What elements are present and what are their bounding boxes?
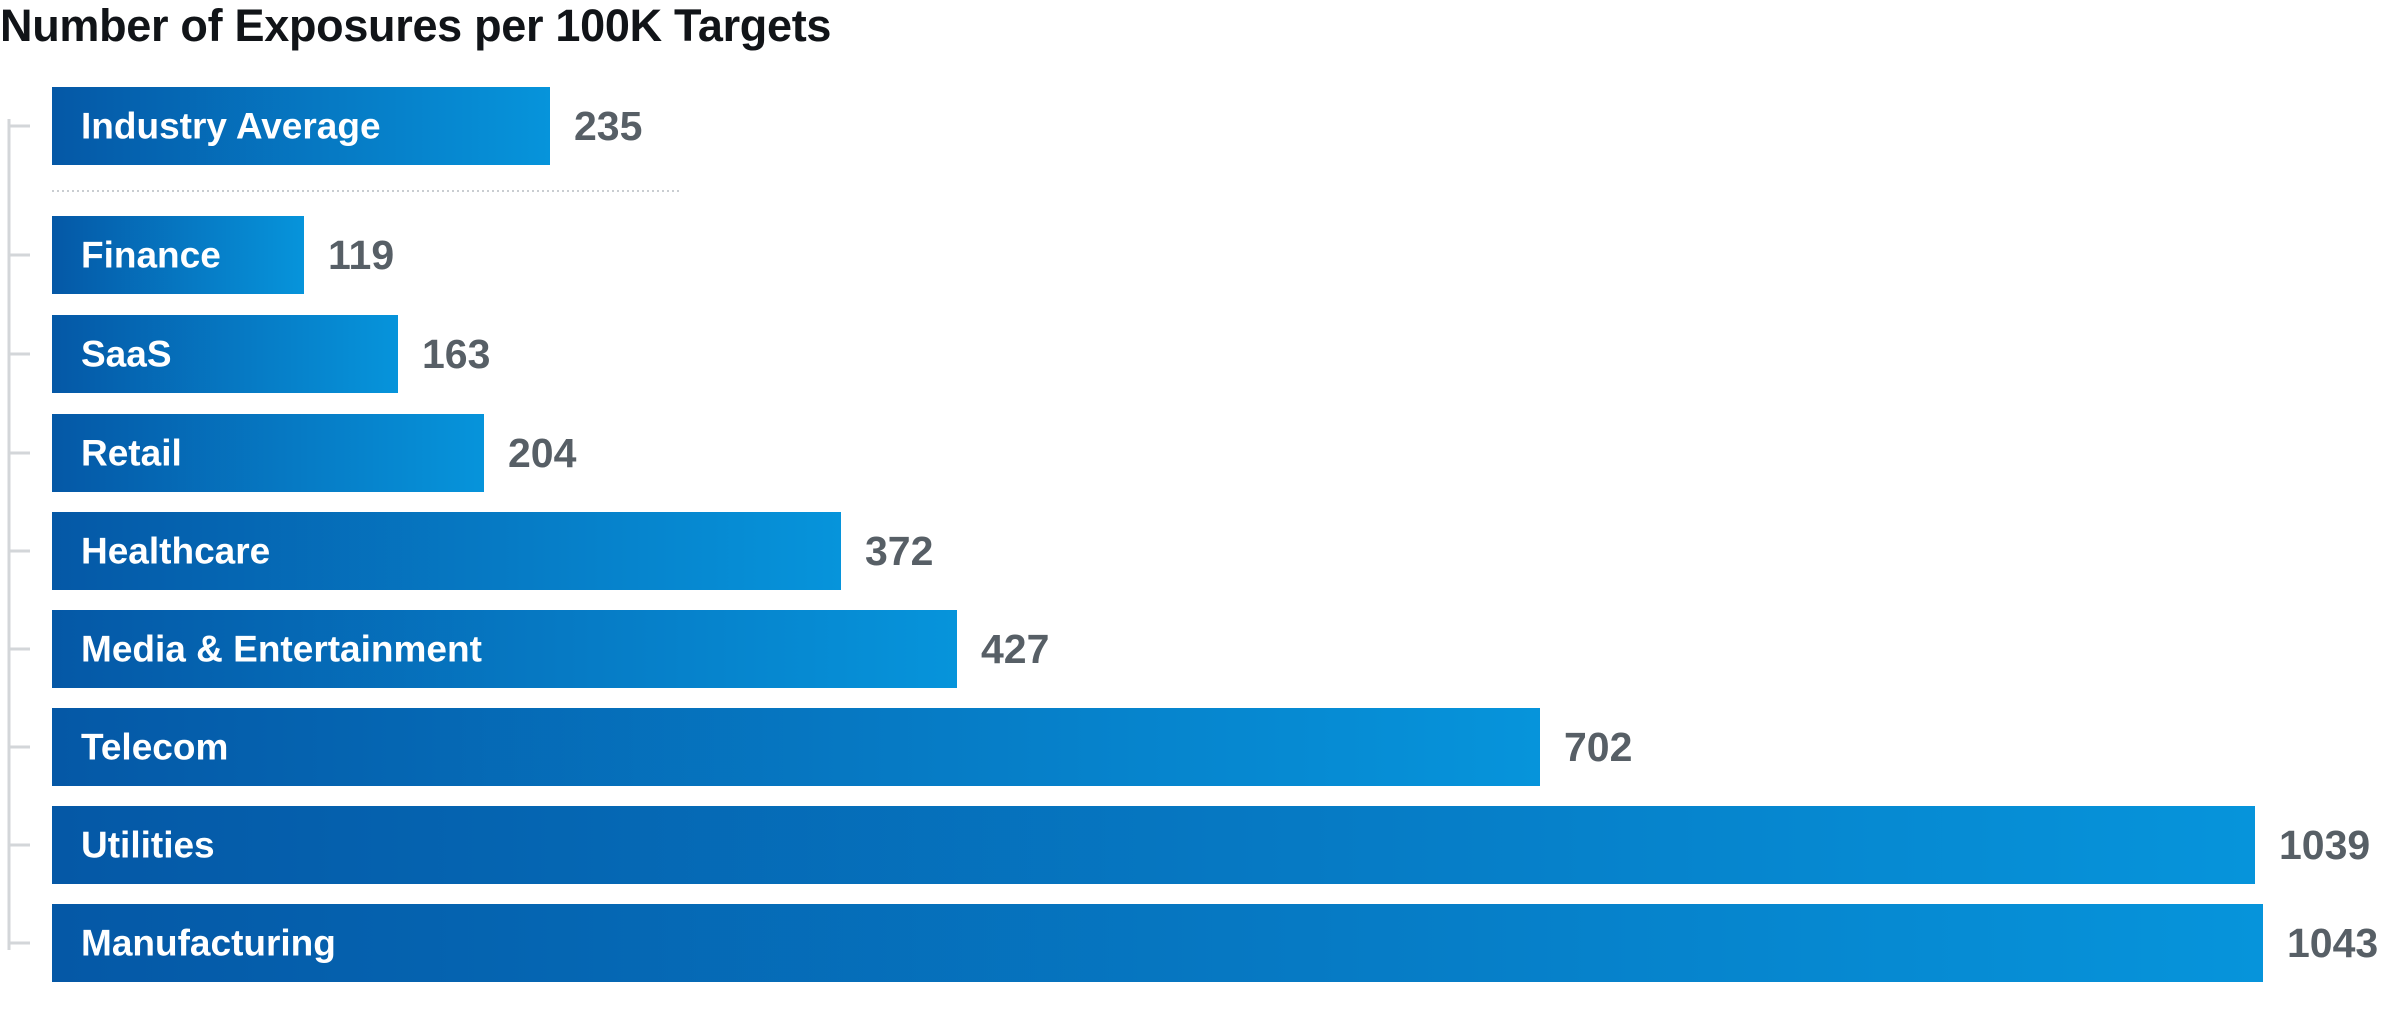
value-label-utilities: 1039: [2279, 822, 2370, 868]
bar-retail: [52, 414, 484, 492]
value-label-telecom: 702: [1564, 724, 1632, 770]
bar-healthcare: [52, 512, 841, 590]
bar-industry-average: [52, 87, 550, 165]
bar-label-telecom: Telecom: [81, 727, 228, 768]
bar-label-saas: SaaS: [81, 334, 172, 375]
value-label-media-entertainment: 427: [981, 626, 1049, 672]
bar-utilities: [52, 806, 2255, 884]
bar-label-finance: Finance: [81, 235, 221, 276]
value-label-saas: 163: [422, 331, 490, 377]
bar-finance: [52, 216, 304, 294]
value-label-healthcare: 372: [865, 528, 933, 574]
chart-title: Number of Exposures per 100K Targets: [0, 0, 832, 51]
value-label-manufacturing: 1043: [2287, 920, 2378, 966]
bar-label-retail: Retail: [81, 433, 182, 474]
value-label-finance: 119: [328, 232, 394, 278]
bar-media-entertainment: [52, 610, 957, 688]
bar-saas: [52, 315, 398, 393]
bar-label-utilities: Utilities: [81, 825, 215, 866]
bar-label-healthcare: Healthcare: [81, 531, 270, 572]
bar-label-media-entertainment: Media & Entertainment: [81, 629, 482, 670]
value-label-retail: 204: [508, 430, 577, 476]
bar-manufacturing: [52, 904, 2263, 982]
bar-label-industry-average: Industry Average: [81, 106, 381, 147]
bars-layer: Industry Average 235 Finance 119 SaaS 163 Reta…: [52, 87, 2378, 982]
axis-layer: [7, 119, 680, 950]
value-label-industry-average: 235: [574, 103, 642, 149]
bar-label-manufacturing: Manufacturing: [81, 923, 336, 964]
bar-telecom: [52, 708, 1540, 786]
